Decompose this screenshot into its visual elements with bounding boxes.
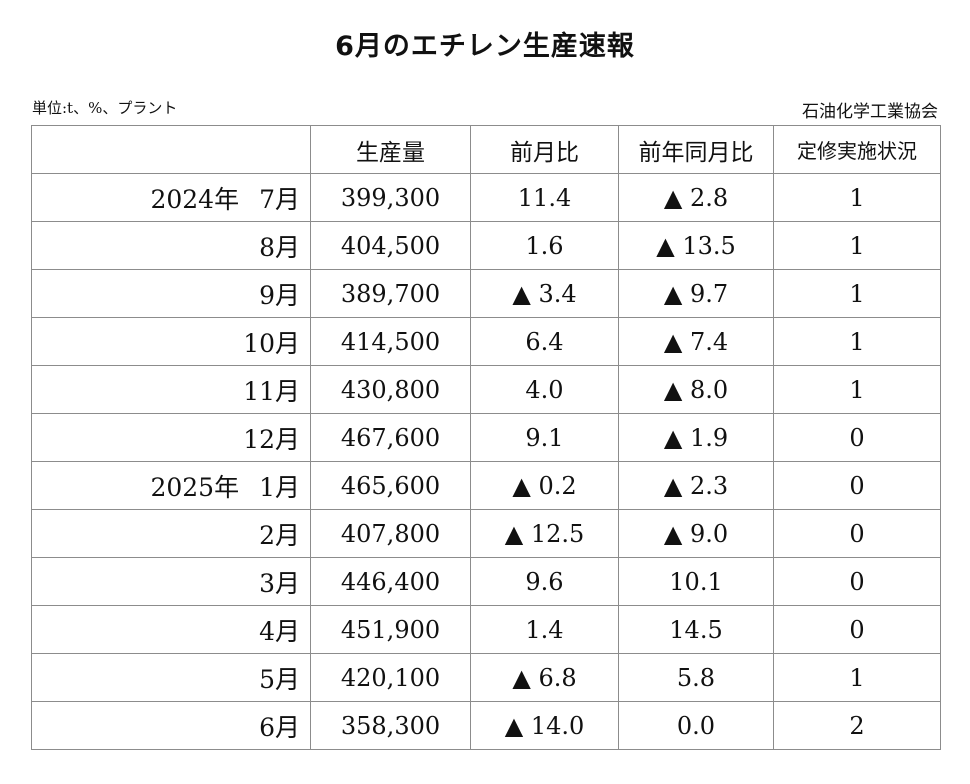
month-label: 11月 <box>243 376 300 406</box>
yoy-cell: ▲ 7.4 <box>618 317 774 366</box>
mom-cell: 9.1 <box>470 413 619 462</box>
table-row: 9月 389,700 ▲ 3.4 ▲ 9.7 1 <box>31 269 941 318</box>
mom-cell: 9.6 <box>470 557 619 606</box>
table-row: 12月 467,600 9.1 ▲ 1.9 0 <box>31 413 941 462</box>
header-mom: 前月比 <box>470 125 619 174</box>
production-cell: 465,600 <box>310 461 471 510</box>
header-maintenance: 定修実施状況 <box>773 125 941 174</box>
yoy-cell: ▲ 9.0 <box>618 509 774 558</box>
header-period <box>31 125 311 174</box>
page-title: 6月のエチレン生産速報 <box>335 31 635 62</box>
period-cell: 11月 <box>31 365 311 414</box>
period-cell: 4月 <box>31 605 311 654</box>
month-label: 5月 <box>259 664 300 694</box>
maintenance-cell: 1 <box>773 365 941 414</box>
yoy-cell: ▲ 1.9 <box>618 413 774 462</box>
table-row: 5月 420,100 ▲ 6.8 5.8 1 <box>31 653 941 702</box>
table-row: 2024年 7月 399,300 11.4 ▲ 2.8 1 <box>31 173 941 222</box>
source-label: 石油化学工業協会 <box>802 102 938 122</box>
mom-cell: 1.4 <box>470 605 619 654</box>
period-cell: 8月 <box>31 221 311 270</box>
mom-cell: 1.6 <box>470 221 619 270</box>
production-cell: 451,900 <box>310 605 471 654</box>
maintenance-cell: 0 <box>773 605 941 654</box>
maintenance-cell: 1 <box>773 173 941 222</box>
yoy-cell: ▲ 2.8 <box>618 173 774 222</box>
month-label: 10月 <box>243 328 300 358</box>
table-row: 3月 446,400 9.6 10.1 0 <box>31 557 941 606</box>
mom-cell: ▲ 12.5 <box>470 509 619 558</box>
table-row: 6月 358,300 ▲ 14.0 0.0 2 <box>31 701 941 750</box>
period-cell: 3月 <box>31 557 311 606</box>
table-body: 2024年 7月 399,300 11.4 ▲ 2.8 1 8月 404,500 1.6 ▲ 13… <box>31 173 941 750</box>
month-label: 7月 <box>259 184 300 214</box>
month-label: 1月 <box>259 472 300 502</box>
period-cell: 2025年 1月 <box>31 461 311 510</box>
production-cell: 399,300 <box>310 173 471 222</box>
month-label: 3月 <box>259 568 300 598</box>
year-label: 2024年 <box>150 184 240 214</box>
yoy-cell: 0.0 <box>618 701 774 750</box>
period-cell: 9月 <box>31 269 311 318</box>
production-cell: 389,700 <box>310 269 471 318</box>
month-label: 9月 <box>259 280 300 310</box>
yoy-cell: 5.8 <box>618 653 774 702</box>
period-cell: 2月 <box>31 509 311 558</box>
production-cell: 404,500 <box>310 221 471 270</box>
maintenance-cell: 1 <box>773 653 941 702</box>
yoy-cell: ▲ 9.7 <box>618 269 774 318</box>
maintenance-cell: 1 <box>773 269 941 318</box>
production-cell: 420,100 <box>310 653 471 702</box>
yoy-cell: ▲ 13.5 <box>618 221 774 270</box>
production-cell: 407,800 <box>310 509 471 558</box>
unit-note: 単位:t、%、プラント <box>32 99 178 117</box>
table-row: 2025年 1月 465,600 ▲ 0.2 ▲ 2.3 0 <box>31 461 941 510</box>
table-row: 10月 414,500 6.4 ▲ 7.4 1 <box>31 317 941 366</box>
production-cell: 358,300 <box>310 701 471 750</box>
mom-cell: 6.4 <box>470 317 619 366</box>
month-label: 8月 <box>259 232 300 262</box>
mom-cell: 4.0 <box>470 365 619 414</box>
yoy-cell: ▲ 2.3 <box>618 461 774 510</box>
period-cell: 2024年 7月 <box>31 173 311 222</box>
month-label: 4月 <box>259 616 300 646</box>
table-row: 8月 404,500 1.6 ▲ 13.5 1 <box>31 221 941 270</box>
production-cell: 414,500 <box>310 317 471 366</box>
period-cell: 10月 <box>31 317 311 366</box>
mom-cell: ▲ 3.4 <box>470 269 619 318</box>
month-label: 6月 <box>259 712 300 742</box>
month-label: 12月 <box>243 424 300 454</box>
production-cell: 446,400 <box>310 557 471 606</box>
maintenance-cell: 1 <box>773 317 941 366</box>
header-yoy: 前年同月比 <box>618 125 774 174</box>
table-header-row: 生産量 前月比 前年同月比 定修実施状況 <box>31 125 941 174</box>
period-cell: 12月 <box>31 413 311 462</box>
maintenance-cell: 0 <box>773 413 941 462</box>
mom-cell: ▲ 6.8 <box>470 653 619 702</box>
production-cell: 467,600 <box>310 413 471 462</box>
period-cell: 5月 <box>31 653 311 702</box>
production-table: 生産量 前月比 前年同月比 定修実施状況 2024年 7月 399,300 11.4 ▲… <box>31 125 941 750</box>
table-row: 4月 451,900 1.4 14.5 0 <box>31 605 941 654</box>
month-label: 2月 <box>259 520 300 550</box>
mom-cell: 11.4 <box>470 173 619 222</box>
maintenance-cell: 0 <box>773 509 941 558</box>
maintenance-cell: 1 <box>773 221 941 270</box>
yoy-cell: ▲ 8.0 <box>618 365 774 414</box>
yoy-cell: 10.1 <box>618 557 774 606</box>
period-cell: 6月 <box>31 701 311 750</box>
production-cell: 430,800 <box>310 365 471 414</box>
yoy-cell: 14.5 <box>618 605 774 654</box>
maintenance-cell: 0 <box>773 461 941 510</box>
mom-cell: ▲ 14.0 <box>470 701 619 750</box>
table-row: 11月 430,800 4.0 ▲ 8.0 1 <box>31 365 941 414</box>
table-row: 2月 407,800 ▲ 12.5 ▲ 9.0 0 <box>31 509 941 558</box>
mom-cell: ▲ 0.2 <box>470 461 619 510</box>
year-label: 2025年 <box>150 472 240 502</box>
maintenance-cell: 2 <box>773 701 941 750</box>
maintenance-cell: 0 <box>773 557 941 606</box>
header-production: 生産量 <box>310 125 471 174</box>
